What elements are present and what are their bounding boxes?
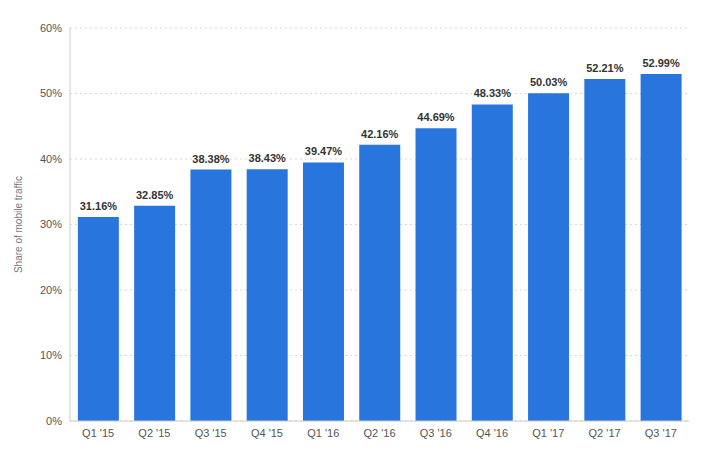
svg-text:38.43%: 38.43% <box>249 152 287 164</box>
svg-text:Q1 '16: Q1 '16 <box>307 427 339 439</box>
svg-text:30%: 30% <box>40 218 62 230</box>
svg-text:42.16%: 42.16% <box>361 128 399 140</box>
svg-text:Share of mobile traffic: Share of mobile traffic <box>13 176 24 273</box>
svg-text:52.99%: 52.99% <box>642 57 680 69</box>
svg-text:0%: 0% <box>46 415 62 427</box>
svg-text:48.33%: 48.33% <box>474 87 512 99</box>
svg-text:10%: 10% <box>40 349 62 361</box>
svg-text:Q2 '17: Q2 '17 <box>589 427 621 439</box>
svg-text:Q3 '15: Q3 '15 <box>195 427 227 439</box>
svg-text:32.85%: 32.85% <box>136 189 174 201</box>
svg-text:40%: 40% <box>40 153 62 165</box>
svg-text:Q3 '16: Q3 '16 <box>420 427 452 439</box>
svg-text:Q4 '15: Q4 '15 <box>251 427 283 439</box>
svg-text:Q4 '16: Q4 '16 <box>476 427 508 439</box>
svg-text:Q2 '16: Q2 '16 <box>363 427 395 439</box>
svg-text:50%: 50% <box>40 87 62 99</box>
svg-text:Q2 '15: Q2 '15 <box>138 427 170 439</box>
svg-text:50.03%: 50.03% <box>530 76 568 88</box>
svg-text:Q1 '17: Q1 '17 <box>532 427 564 439</box>
svg-text:Q3 '17: Q3 '17 <box>645 427 677 439</box>
svg-text:Q1 '15: Q1 '15 <box>82 427 114 439</box>
svg-text:44.69%: 44.69% <box>417 111 455 123</box>
svg-text:31.16%: 31.16% <box>80 200 118 212</box>
svg-text:52.21%: 52.21% <box>586 62 624 74</box>
svg-text:39.47%: 39.47% <box>305 145 343 157</box>
svg-text:20%: 20% <box>40 284 62 296</box>
svg-text:60%: 60% <box>40 22 62 34</box>
svg-text:38.38%: 38.38% <box>192 153 230 165</box>
